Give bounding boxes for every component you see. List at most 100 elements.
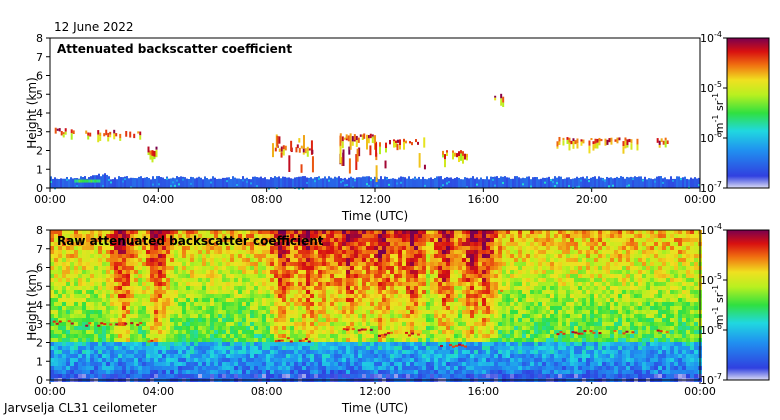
heatmap-cell	[474, 278, 478, 282]
heatmap-cell	[318, 306, 322, 310]
heatmap-cell	[402, 330, 406, 334]
surface-layer-cell	[78, 178, 80, 188]
heatmap-cell	[398, 358, 402, 362]
heatmap-cell	[86, 294, 90, 298]
heatmap-cell	[394, 302, 398, 306]
heatmap-cell	[326, 338, 330, 342]
heatmap-cell	[298, 290, 302, 294]
heatmap-cell	[206, 270, 210, 274]
heatmap-cell	[442, 314, 446, 318]
heatmap-cell	[62, 234, 66, 238]
heatmap-cell	[274, 230, 278, 234]
heatmap-cell	[182, 250, 186, 254]
heatmap-cell	[470, 334, 474, 338]
heatmap-cell	[118, 258, 122, 262]
heatmap-cell	[106, 306, 110, 310]
heatmap-cell	[230, 322, 234, 326]
heatmap-cell	[250, 298, 254, 302]
heatmap-cell	[322, 278, 326, 282]
heatmap-cell	[190, 354, 194, 358]
heatmap-cell	[418, 330, 422, 334]
heatmap-cell	[202, 302, 206, 306]
heatmap-cell	[50, 354, 54, 358]
heatmap-cell	[438, 358, 442, 362]
heatmap-cell	[98, 290, 102, 294]
heatmap-cell	[358, 230, 362, 234]
heatmap-cell	[114, 366, 118, 370]
heatmap-cell	[318, 370, 322, 374]
heatmap-cell	[314, 310, 318, 314]
heatmap-cell	[426, 230, 430, 234]
heatmap-cell	[122, 294, 126, 298]
heatmap-cell	[314, 374, 318, 378]
heatmap-cell	[422, 230, 426, 234]
heatmap-cell	[146, 286, 150, 290]
heatmap-cell	[330, 278, 334, 282]
heatmap-cell	[234, 266, 238, 270]
heatmap-cell	[434, 306, 438, 310]
cloud-cell	[636, 138, 639, 145]
heatmap-cell	[174, 302, 178, 306]
heatmap-cell	[466, 342, 470, 346]
heatmap-cell	[354, 270, 358, 274]
cloud-tail-cell	[149, 154, 152, 160]
heatmap-cell	[398, 370, 402, 374]
heatmap-cell	[402, 270, 406, 274]
heatmap-cell	[446, 314, 450, 318]
heatmap-cell	[470, 326, 474, 330]
heatmap-cell	[290, 278, 294, 282]
heatmap-cell	[106, 310, 110, 314]
heatmap-cell	[474, 374, 478, 378]
x-tick-label: 04:00	[142, 385, 174, 398]
heatmap-cell	[410, 242, 414, 246]
heatmap-cell	[454, 258, 458, 262]
heatmap-cell	[362, 246, 366, 250]
heatmap-cell	[338, 354, 342, 358]
heatmap-cell	[406, 298, 410, 302]
heatmap-cell	[74, 294, 78, 298]
heatmap-cell	[78, 310, 82, 314]
heatmap-cell	[326, 350, 330, 354]
heatmap-cell	[126, 342, 130, 346]
heatmap-cell	[458, 234, 462, 238]
heatmap-cell	[482, 234, 486, 238]
heatmap-cell	[466, 230, 470, 234]
heatmap-cell	[126, 258, 130, 262]
heatmap-cell	[238, 238, 242, 242]
heatmap-cell	[414, 306, 418, 310]
heatmap-cell	[346, 358, 350, 362]
heatmap-cell	[86, 342, 90, 346]
heatmap-cell	[318, 258, 322, 262]
heatmap-cell	[426, 334, 430, 338]
heatmap-cell	[86, 362, 90, 366]
heatmap-cell	[426, 254, 430, 258]
heatmap-cell	[262, 330, 266, 334]
heatmap-cell	[86, 310, 90, 314]
heatmap-cell	[194, 286, 198, 290]
heatmap-cell	[466, 330, 470, 334]
heatmap-cell	[374, 366, 378, 370]
heatmap-cell	[102, 290, 106, 294]
heatmap-cell	[178, 290, 182, 294]
surface-layer-cell	[184, 177, 186, 188]
surface-layer-cell	[434, 177, 436, 188]
heatmap-cell	[422, 258, 426, 262]
heatmap-cell	[402, 238, 406, 242]
heatmap-cell	[194, 346, 198, 350]
cloud-cell	[58, 128, 61, 132]
surface-layer-cell	[564, 178, 566, 188]
heatmap-cell	[82, 330, 86, 334]
heatmap-cell	[382, 354, 386, 358]
heatmap-cell	[142, 254, 146, 258]
heatmap-cell	[242, 282, 246, 286]
surface-layer-cell	[490, 176, 492, 188]
heatmap-cell	[322, 254, 326, 258]
heatmap-cell	[82, 334, 86, 338]
heatmap-cell	[282, 354, 286, 358]
heatmap-cell	[442, 238, 446, 242]
heatmap-cell	[250, 342, 254, 346]
heatmap-cell	[350, 230, 354, 234]
cloud-cell	[56, 128, 59, 131]
heatmap-cell	[222, 274, 226, 278]
cloud-cell	[442, 150, 444, 155]
